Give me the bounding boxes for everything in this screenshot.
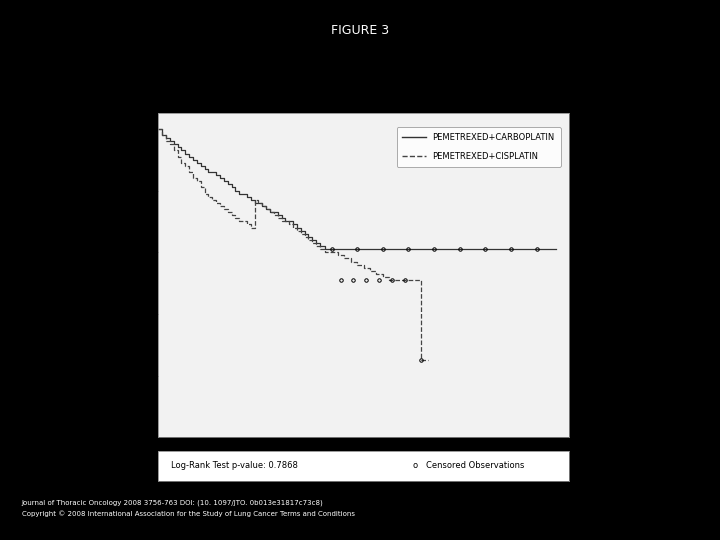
Y-axis label: Percentage of Patients Remaining Alive: Percentage of Patients Remaining Alive	[123, 186, 132, 364]
Text: Copyright © 2008 International Association for the Study of Lung Cancer Terms an: Copyright © 2008 International Associati…	[22, 510, 355, 517]
X-axis label: Months: Months	[345, 459, 382, 469]
Text: Journal of Thoracic Oncology 2008 3756-763 DOI: (10. 1097/JTO. 0b013e31817c73c8): Journal of Thoracic Oncology 2008 3756-7…	[22, 500, 323, 506]
Legend: PEMETREXED+CARBOPLATIN, PEMETREXED+CISPLATIN: PEMETREXED+CARBOPLATIN, PEMETREXED+CISPL…	[397, 127, 561, 167]
Text: Log-Rank Test p-value: 0.7868: Log-Rank Test p-value: 0.7868	[171, 461, 297, 470]
Text: FIGURE 3: FIGURE 3	[331, 24, 389, 37]
Text: o   Censored Observations: o Censored Observations	[413, 461, 524, 470]
